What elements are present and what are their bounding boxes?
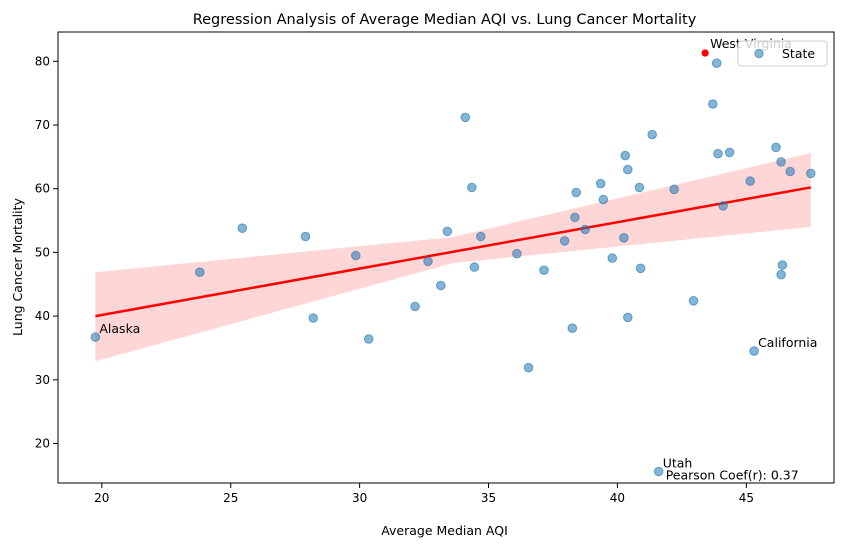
data-point (749, 346, 759, 356)
data-point (669, 184, 680, 195)
data-point (623, 312, 633, 323)
data-point (237, 223, 248, 233)
legend-marker (754, 48, 764, 59)
data-point (634, 182, 645, 193)
y-axis-label: Lung Cancer Mortality (10, 197, 25, 335)
data-point (653, 466, 664, 477)
data-point (523, 362, 534, 373)
data-point (711, 58, 722, 69)
data-point (442, 226, 453, 237)
confidence-band-area (95, 153, 811, 362)
data-point (436, 280, 446, 291)
data-point (580, 224, 591, 235)
data-point (460, 112, 471, 123)
axes-frame (57, 31, 835, 484)
x-tick-label: 30 (352, 491, 367, 505)
y-tick-label: 20 (35, 437, 50, 451)
scatter-points (90, 49, 816, 477)
data-point (90, 332, 101, 342)
data-point (688, 296, 699, 306)
data-point (467, 182, 477, 193)
chart-title: Regression Analysis of Average Median AQ… (193, 12, 697, 28)
axes: 20 25 30 35 40 45 20 30 40 50 60 70 80 (35, 31, 835, 505)
data-point (806, 168, 816, 179)
data-point (351, 250, 361, 261)
data-point (771, 142, 781, 153)
x-tick-label: 45 (739, 491, 754, 505)
data-point (776, 157, 786, 167)
data-point (571, 187, 582, 198)
data-point (423, 256, 433, 267)
data-point (647, 129, 658, 140)
legend: State (737, 40, 828, 67)
regression-line (95, 186, 812, 318)
regression-line-layer (95, 186, 812, 318)
y-tick-label: 60 (35, 182, 50, 196)
data-point (776, 269, 786, 280)
data-point (539, 265, 549, 276)
confidence-band (95, 153, 811, 362)
legend-box (737, 40, 828, 67)
annotation-alaska: Alaska (99, 321, 140, 336)
data-point (559, 236, 570, 246)
data-point (745, 176, 756, 186)
data-point (785, 166, 796, 177)
data-point (512, 248, 522, 259)
y-tick-label: 70 (35, 118, 50, 132)
x-tick-label: 20 (94, 491, 109, 505)
x-axis-label: Average Median AQI (381, 523, 508, 538)
y-tick-label: 50 (35, 245, 50, 259)
x-tick-label: 25 (223, 491, 238, 505)
data-point (195, 267, 205, 278)
y-tick-label: 40 (35, 309, 50, 323)
data-point (718, 201, 728, 211)
data-point (567, 323, 578, 334)
data-point (619, 233, 629, 243)
legend-label-state: State (782, 46, 815, 61)
data-point (363, 334, 374, 344)
y-tick-label: 30 (35, 373, 50, 387)
data-point (607, 253, 618, 263)
data-point (570, 212, 580, 223)
data-point (410, 301, 420, 312)
data-point (635, 263, 646, 274)
data-point (777, 260, 788, 270)
data-point (620, 150, 631, 161)
x-tick-label: 35 (481, 491, 496, 505)
data-point (595, 178, 606, 189)
data-point (713, 148, 723, 159)
annotation-utah: Utah (663, 456, 693, 471)
data-point (300, 231, 311, 242)
data-point (623, 164, 633, 175)
highlight-point-west-virginia (701, 49, 709, 57)
annotation-california: California (758, 335, 817, 350)
data-point (469, 262, 480, 272)
y-tick-label: 80 (35, 54, 50, 68)
data-point (598, 194, 609, 205)
data-point (724, 147, 735, 158)
data-point (308, 313, 319, 323)
data-point (708, 99, 718, 109)
pearson-coefficient-text: Pearson Coef(r): 0.37 (666, 468, 799, 483)
x-tick-label: 40 (610, 491, 625, 505)
data-point (476, 231, 486, 242)
